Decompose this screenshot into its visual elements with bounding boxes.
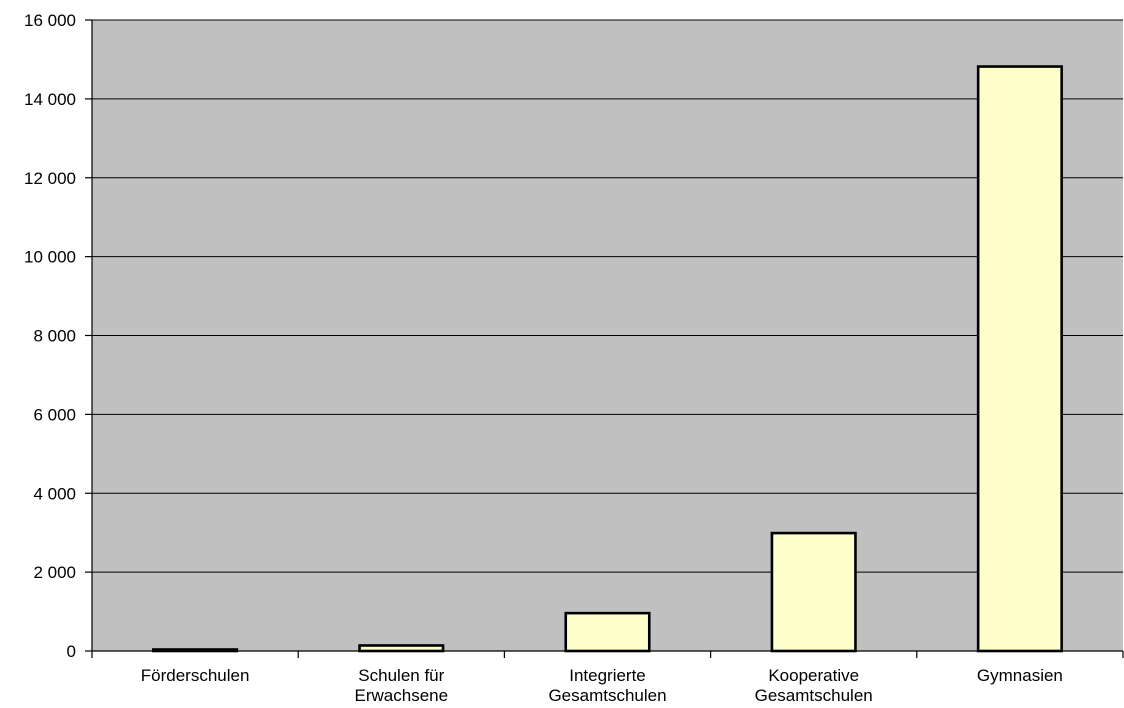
bar: [358, 644, 445, 653]
x-category-label: Schulen für: [358, 666, 444, 685]
y-tick-label: 10 000: [24, 248, 76, 267]
bar: [770, 531, 857, 653]
x-category-label: Erwachsene: [355, 686, 449, 705]
bar: [976, 65, 1063, 653]
x-category-label: Integrierte: [569, 666, 646, 685]
x-category-label: Förderschulen: [141, 666, 250, 685]
y-tick-label: 4 000: [33, 484, 76, 503]
y-tick-label: 8 000: [33, 327, 76, 346]
y-tick-label: 2 000: [33, 563, 76, 582]
y-tick-label: 16 000: [24, 11, 76, 30]
y-tick-label: 14 000: [24, 90, 76, 109]
x-category-label: Kooperative: [768, 666, 859, 685]
y-tick-label: 0: [67, 642, 76, 661]
x-category-label: Gymnasien: [977, 666, 1063, 685]
bar: [564, 611, 651, 653]
x-category-label: Gesamtschulen: [548, 686, 666, 705]
y-tick-label: 12 000: [24, 169, 76, 188]
gridlines: [92, 19, 1123, 573]
x-category-label: Gesamtschulen: [755, 686, 873, 705]
y-tick-label: 6 000: [33, 405, 76, 424]
y-axis-ticks: 0 2 000 4 000 6 000 8 000 10 000 12 000 14 000 1…: [24, 11, 92, 661]
